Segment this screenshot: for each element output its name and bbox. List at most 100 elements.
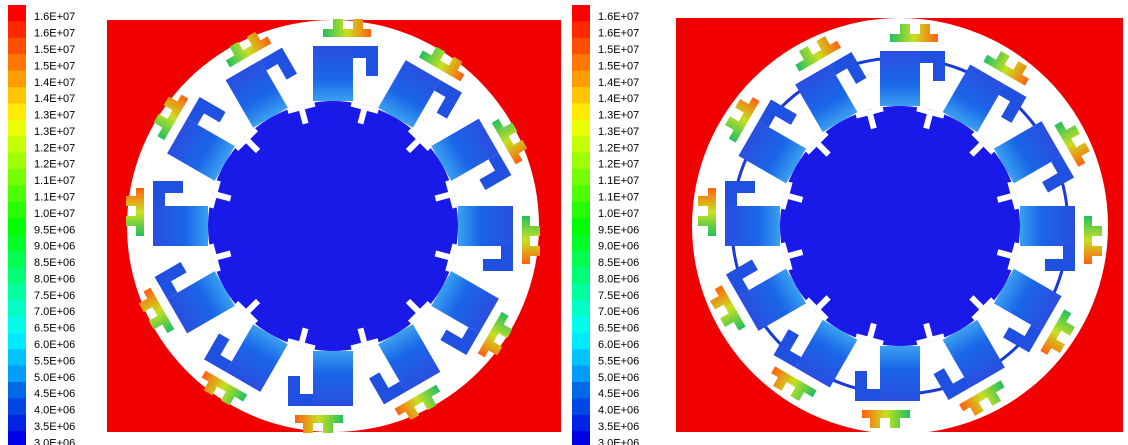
colorbar-label: 8.0E+06	[34, 273, 75, 285]
colorbar-label: 7.5E+06	[34, 290, 75, 302]
tooth-body	[725, 206, 780, 246]
colorbar-swatch	[8, 218, 26, 235]
colorbar-label: 5.0E+06	[598, 372, 639, 384]
colorbar-label: 1.3E+07	[598, 126, 639, 138]
colorbar-swatch	[572, 349, 590, 366]
colorbar-label: 1.5E+07	[34, 60, 75, 72]
colorbar-label: 6.0E+06	[598, 339, 639, 351]
colorbar-swatch	[572, 5, 590, 22]
colorbar-label: 3.5E+06	[34, 421, 75, 433]
colorbar-label: 4.0E+06	[598, 405, 639, 417]
colorbar-swatch	[572, 382, 590, 399]
colorbar-swatch	[8, 136, 26, 153]
tooth-body	[880, 346, 920, 401]
colorbar-label: 7.0E+06	[34, 306, 75, 318]
colorbar-label: 1.3E+07	[34, 110, 75, 122]
colorbar-swatch	[8, 284, 26, 301]
colorbar-label: 1.4E+07	[598, 77, 639, 89]
colorbar-swatch	[572, 366, 590, 383]
colorbar-label: 1.2E+07	[34, 159, 75, 171]
colorbar-label: 5.0E+06	[34, 372, 75, 384]
colorbar-label: 1.0E+07	[598, 208, 639, 220]
colorbar-swatch	[572, 185, 590, 202]
colorbar-swatch	[8, 21, 26, 38]
colorbar-swatch	[572, 218, 590, 235]
colorbar-swatch	[8, 54, 26, 71]
colorbar-swatch	[572, 234, 590, 251]
colorbar-label: 1.4E+07	[34, 93, 75, 105]
colorbar-swatch	[8, 251, 26, 268]
colorbar-label: 1.1E+07	[598, 175, 639, 187]
colorbar-swatch	[572, 202, 590, 219]
colorbar-swatch	[572, 333, 590, 350]
panel: 1.6E+071.6E+071.5E+071.5E+071.4E+071.4E+…	[8, 5, 561, 445]
colorbar-swatch	[572, 398, 590, 415]
colorbar-label: 4.5E+06	[598, 388, 639, 400]
colorbar-label: 3.0E+06	[34, 437, 75, 445]
colorbar-swatch	[8, 71, 26, 88]
colorbar-label: 3.0E+06	[598, 437, 639, 445]
colorbar-swatch	[8, 87, 26, 104]
colorbar: 1.6E+071.6E+071.5E+071.5E+071.4E+071.4E+…	[572, 5, 639, 445]
colorbar-swatch	[572, 54, 590, 71]
panel: 1.6E+071.6E+071.5E+071.5E+071.4E+071.4E+…	[572, 5, 1123, 445]
colorbar-swatch	[8, 202, 26, 219]
colorbar-swatch	[572, 267, 590, 284]
colorbar-label: 1.4E+07	[598, 93, 639, 105]
colorbar-label: 1.3E+07	[598, 110, 639, 122]
tooth-body	[153, 206, 208, 246]
colorbar-swatch	[8, 382, 26, 399]
colorbar-swatch	[8, 300, 26, 317]
colorbar-label: 1.5E+07	[34, 44, 75, 56]
colorbar-label: 4.0E+06	[34, 405, 75, 417]
figure: 1.6E+07 1.6E+07 1.5E+07 1.5E+07 1.4E+07 1.4E+…	[0, 0, 1128, 445]
colorbar-label: 1.6E+07	[34, 11, 75, 23]
colorbar-swatch	[8, 234, 26, 251]
colorbar-swatch	[8, 267, 26, 284]
colorbar-swatch	[8, 349, 26, 366]
colorbar-label: 4.5E+06	[34, 388, 75, 400]
colorbar-swatch	[8, 120, 26, 137]
colorbar-swatch	[8, 366, 26, 383]
tooth-body	[458, 206, 513, 246]
colorbar-swatch	[572, 415, 590, 432]
tooth-body	[313, 351, 353, 406]
colorbar-swatch	[572, 431, 590, 445]
colorbar-label: 1.2E+07	[598, 142, 639, 154]
colorbar-swatch	[572, 316, 590, 333]
colorbar-swatch	[8, 431, 26, 445]
colorbar-label: 9.0E+06	[598, 241, 639, 253]
colorbar-label: 8.5E+06	[598, 257, 639, 269]
colorbar-swatch	[8, 185, 26, 202]
colorbar-label: 7.0E+06	[598, 306, 639, 318]
colorbar-swatch	[572, 300, 590, 317]
colorbar: 1.6E+071.6E+071.5E+071.5E+071.4E+071.4E+…	[8, 5, 75, 445]
colorbar-label: 1.0E+07	[34, 208, 75, 220]
colorbar-swatch	[572, 251, 590, 268]
tooth-body	[880, 51, 920, 106]
colorbar-label: 9.5E+06	[34, 224, 75, 236]
colorbar-swatch	[8, 5, 26, 22]
colorbar-label: 6.5E+06	[34, 323, 75, 335]
colorbar-label: 1.2E+07	[598, 159, 639, 171]
colorbar-label: 9.0E+06	[34, 241, 75, 253]
colorbar-swatch	[572, 21, 590, 38]
colorbar-swatch	[8, 316, 26, 333]
tooth-body	[1020, 206, 1075, 246]
colorbar-swatch	[572, 103, 590, 120]
colorbar-label: 1.6E+07	[598, 28, 639, 40]
colorbar-swatch	[8, 415, 26, 432]
colorbar-swatch	[8, 153, 26, 170]
colorbar-label: 7.5E+06	[598, 290, 639, 302]
colorbar-label: 1.2E+07	[34, 142, 75, 154]
colorbar-label: 6.0E+06	[34, 339, 75, 351]
colorbar-swatch	[572, 120, 590, 137]
colorbar-swatch	[572, 153, 590, 170]
colorbar-label: 1.1E+07	[34, 175, 75, 187]
colorbar-swatch	[572, 71, 590, 88]
colorbar-swatch	[8, 398, 26, 415]
tooth-body	[313, 46, 353, 101]
colorbar-swatch	[572, 169, 590, 186]
colorbar-label: 1.5E+07	[598, 60, 639, 72]
colorbar-swatch	[8, 103, 26, 120]
